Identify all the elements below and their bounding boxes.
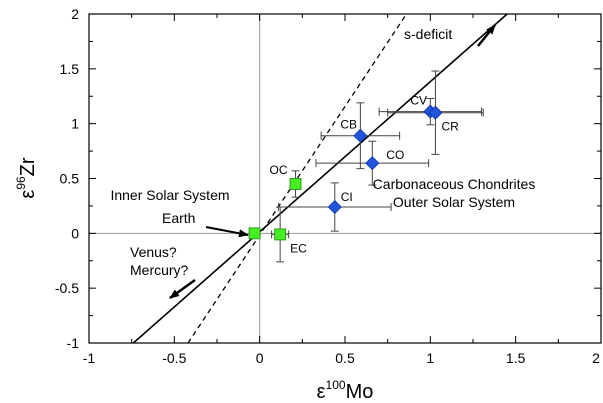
x-tick-label: 0: [256, 350, 264, 366]
venus-label: Venus?: [130, 244, 177, 260]
square-marker: [274, 228, 287, 241]
y-axis-label: ε96Zr: [14, 157, 39, 198]
inner-solar-system-label: Inner Solar System: [110, 187, 229, 203]
correlation-lines: [132, 14, 508, 343]
square-marker: [289, 178, 302, 190]
x-tick-label: 0.5: [335, 350, 355, 366]
s-deficit-label: s-deficit: [404, 26, 452, 42]
diamond-marker: [353, 128, 368, 143]
data-markers: OC EC CI CO CB CV CR: [248, 94, 459, 255]
s-deficit-arrow: [477, 24, 496, 47]
y-tick-label: -1: [67, 335, 80, 351]
outer-solar-system-label: Outer Solar System: [393, 194, 515, 210]
y-tick-label: 0.5: [60, 171, 80, 187]
solid-trend-line: [132, 14, 508, 343]
y-tick-label: -0.5: [55, 280, 79, 296]
y-tick-label: 2: [71, 6, 79, 22]
diamond-marker: [327, 199, 342, 215]
venus-mercury-arrow: [169, 278, 196, 300]
point-label: CI: [341, 190, 353, 204]
carbonaceous-chondrites-label: Carbonaceous Chondrites: [373, 176, 536, 192]
diamond-marker: [365, 156, 380, 171]
x-axis-label: ε100Mo: [317, 378, 374, 403]
x-tick-label: 1.5: [506, 350, 526, 366]
zero-reference-lines: [89, 14, 601, 343]
diamond-marker: [428, 105, 443, 120]
x-tick-label: 2: [592, 350, 600, 366]
point-label: CB: [340, 118, 357, 132]
y-axis-ticks: -1 -0.5 0 0.5 1 1.5 2: [55, 6, 601, 351]
earth-label: Earth: [162, 210, 195, 226]
point-label: CO: [386, 148, 404, 162]
annotations: s-deficit Inner Solar System Earth Venus…: [110, 24, 536, 300]
earth-pointer-arrow: [205, 226, 249, 238]
y-tick-label: 1.5: [60, 61, 80, 77]
mercury-label: Mercury?: [130, 262, 189, 278]
x-tick-label: -0.5: [162, 350, 186, 366]
x-tick-label: 1: [426, 350, 434, 366]
point-label: CR: [441, 120, 459, 134]
point-label: OC: [270, 163, 288, 177]
y-tick-label: 1: [71, 116, 79, 132]
point-label: EC: [290, 241, 307, 255]
x-tick-label: -1: [83, 350, 96, 366]
x-axis-ticks: -1 -0.5 0 0.5 1 1.5 2: [83, 14, 602, 366]
point-label: CV: [410, 94, 427, 108]
dashed-trend-line: [187, 14, 407, 343]
square-marker: [248, 227, 261, 240]
y-tick-label: 0: [71, 225, 79, 241]
